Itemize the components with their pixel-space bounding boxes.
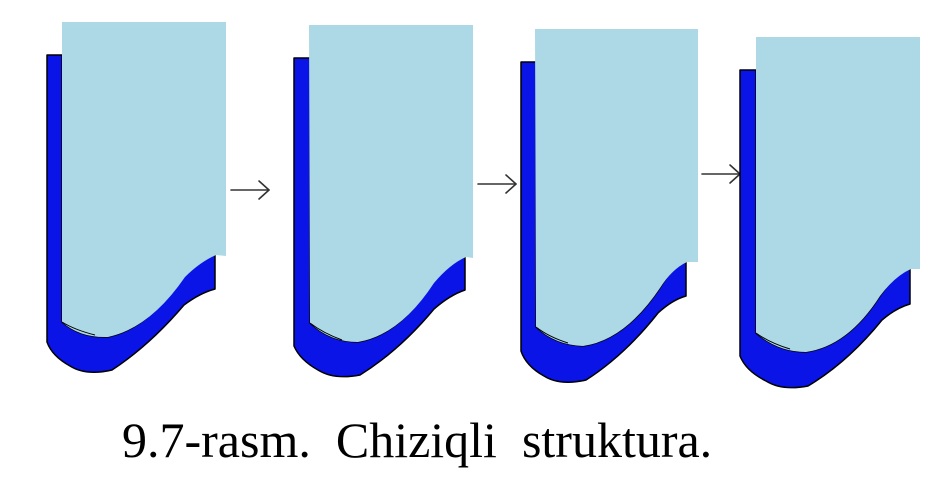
arrow-3 [701,164,741,184]
figure-caption: 9.7-rasm. Chiziqli struktura. [122,412,713,468]
upper-block [62,22,226,338]
layer-line [755,332,791,350]
panel-3 [520,29,698,383]
figure-diagram [46,22,920,389]
upper-block [309,25,473,342]
arrow-2 [477,174,517,194]
upper-block [756,37,920,352]
panel-2 [293,25,473,378]
layer-line [309,322,343,341]
arrow-1 [230,180,270,200]
layer-line [535,326,569,344]
upper-block [535,29,698,346]
panel-4 [739,37,920,389]
layer-line [61,321,96,336]
panel-1 [46,22,226,373]
